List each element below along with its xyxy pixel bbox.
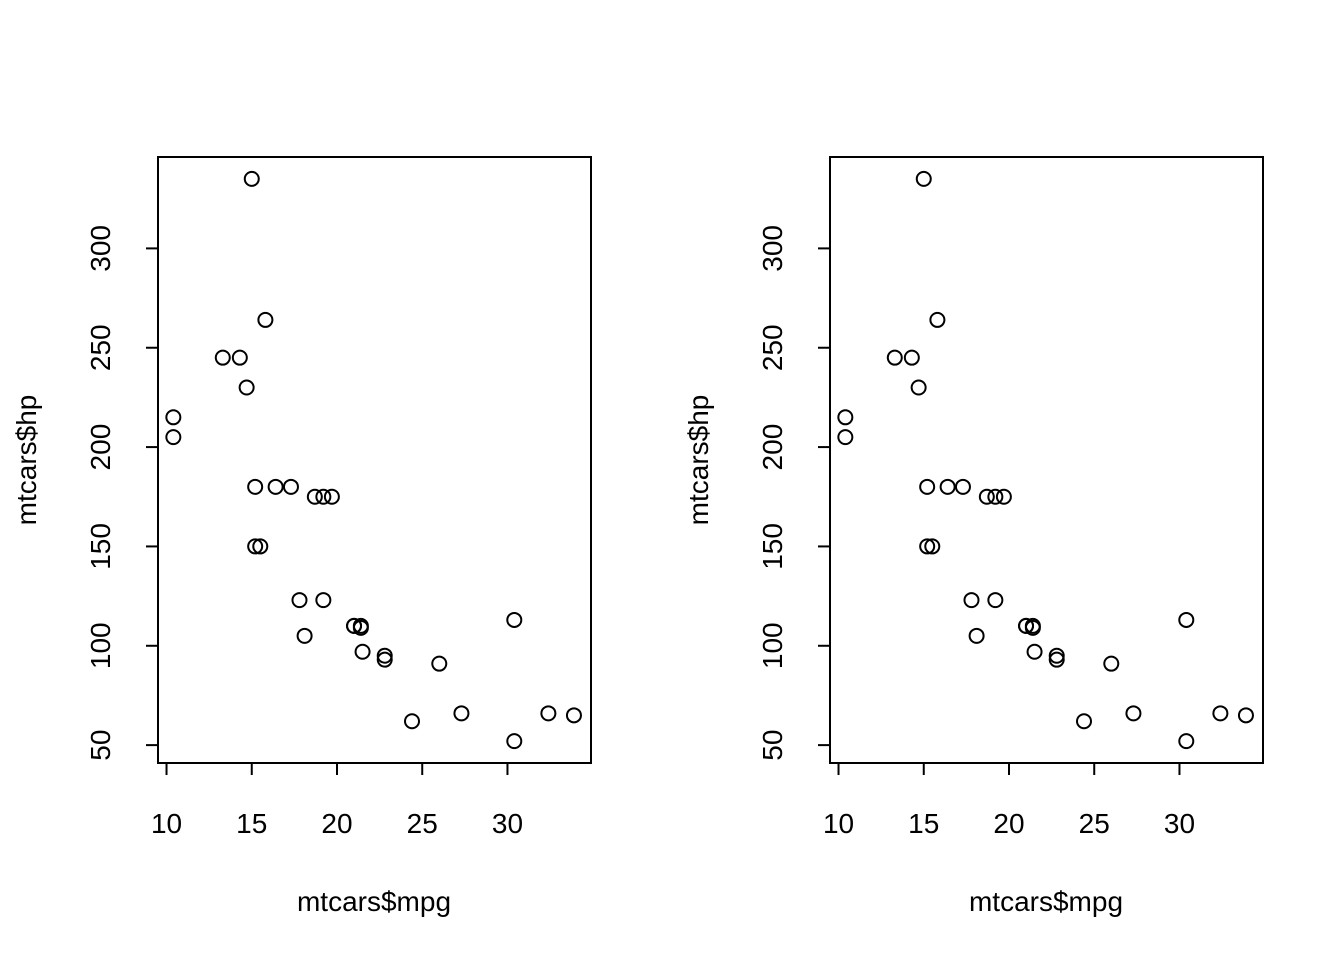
y-axis-label: mtcars$hp <box>683 395 714 526</box>
y-tick-label: 150 <box>85 523 116 570</box>
scatter-point <box>1103 655 1120 672</box>
scatter-point <box>1018 617 1035 634</box>
scatter-point <box>238 379 255 396</box>
y-tick-label: 300 <box>85 225 116 272</box>
scatter-point <box>939 478 956 495</box>
scatter-point <box>404 713 421 730</box>
scatter-point <box>929 311 946 328</box>
scatter-point <box>1178 611 1195 628</box>
scatter-point <box>1026 643 1043 660</box>
scatter-point <box>306 488 323 505</box>
scatter-point <box>1048 651 1065 668</box>
scatter-point <box>231 349 248 366</box>
scatter-point <box>919 538 936 555</box>
y-axis-label: mtcars$hp <box>11 395 42 526</box>
x-tick-label: 15 <box>908 808 939 839</box>
scatter-point <box>1125 705 1142 722</box>
y-tick-label: 300 <box>757 225 788 272</box>
scatter-point <box>165 409 182 426</box>
x-tick-label: 20 <box>993 808 1024 839</box>
scatter-point <box>886 349 903 366</box>
scatter-point <box>1076 713 1093 730</box>
y-tick-label: 100 <box>757 622 788 669</box>
scatter-point <box>247 478 264 495</box>
y-tick-label: 50 <box>85 730 116 761</box>
scatter-point <box>165 429 182 446</box>
scatter-point <box>252 538 269 555</box>
scatter-point <box>291 592 308 609</box>
x-axis: 10 15 20 25 30 <box>823 762 1195 839</box>
scatter-point <box>910 379 927 396</box>
y-tick-label: 250 <box>85 324 116 371</box>
plot-frame <box>157 156 592 764</box>
scatter-point <box>919 478 936 495</box>
scatter-point <box>924 538 941 555</box>
scatter-point <box>453 705 470 722</box>
y-tick-label: 50 <box>757 730 788 761</box>
x-tick-label: 20 <box>321 808 352 839</box>
scatter-point <box>540 705 557 722</box>
scatter-point <box>837 409 854 426</box>
x-axis-label: mtcars$mpg <box>297 886 451 917</box>
scatter-point <box>506 733 523 750</box>
y-tick-label: 200 <box>757 424 788 471</box>
scatter-point <box>954 478 971 495</box>
scatter-point <box>978 488 995 505</box>
scatter-point <box>214 349 231 366</box>
scatter-point <box>352 619 369 636</box>
scatter-point <box>376 647 393 664</box>
scatter-point <box>968 627 985 644</box>
x-tick-label: 15 <box>236 808 267 839</box>
x-tick-label: 30 <box>1164 808 1195 839</box>
scatter-point <box>565 707 582 724</box>
scatter-point <box>903 349 920 366</box>
scatter-point <box>1048 647 1065 664</box>
scatter-point <box>354 643 371 660</box>
scatter-point <box>243 170 260 187</box>
scatter-point <box>376 651 393 668</box>
plot-frame <box>829 156 1264 764</box>
scatter-point <box>257 311 274 328</box>
scatter-point <box>431 655 448 672</box>
scatter-point <box>346 617 363 634</box>
scatter-point <box>963 592 980 609</box>
scatter-point <box>1178 733 1195 750</box>
scatter-point <box>296 627 313 644</box>
scatter-point <box>837 429 854 446</box>
x-tick-label: 10 <box>823 808 854 839</box>
scatter-point <box>1212 705 1229 722</box>
y-tick-label: 100 <box>85 622 116 669</box>
scatter-point <box>1024 619 1041 636</box>
scatter-point <box>323 488 340 505</box>
scatter-point <box>995 488 1012 505</box>
y-tick-label: 150 <box>757 523 788 570</box>
scatter-point <box>315 592 332 609</box>
y-axis: 50 100 150 200 250 300 <box>757 225 831 761</box>
scatter-point <box>506 611 523 628</box>
y-axis: 50 100 150 200 250 300 <box>85 225 159 761</box>
y-tick-label: 250 <box>757 324 788 371</box>
scatter-points <box>837 170 1254 750</box>
scatter-point <box>315 488 332 505</box>
x-tick-label: 25 <box>407 808 438 839</box>
x-tick-label: 10 <box>151 808 182 839</box>
scatter-points <box>165 170 582 750</box>
y-tick-label: 200 <box>85 424 116 471</box>
x-tick-label: 30 <box>492 808 523 839</box>
x-tick-label: 25 <box>1079 808 1110 839</box>
scatter-point <box>987 592 1004 609</box>
scatter-point <box>247 538 264 555</box>
scatter-point <box>282 478 299 495</box>
scatter-point <box>915 170 932 187</box>
x-axis-label: mtcars$mpg <box>969 886 1123 917</box>
x-axis: 10 15 20 25 30 <box>151 762 523 839</box>
scatter-point <box>1237 707 1254 724</box>
scatter-point <box>267 478 284 495</box>
scatter-point <box>987 488 1004 505</box>
